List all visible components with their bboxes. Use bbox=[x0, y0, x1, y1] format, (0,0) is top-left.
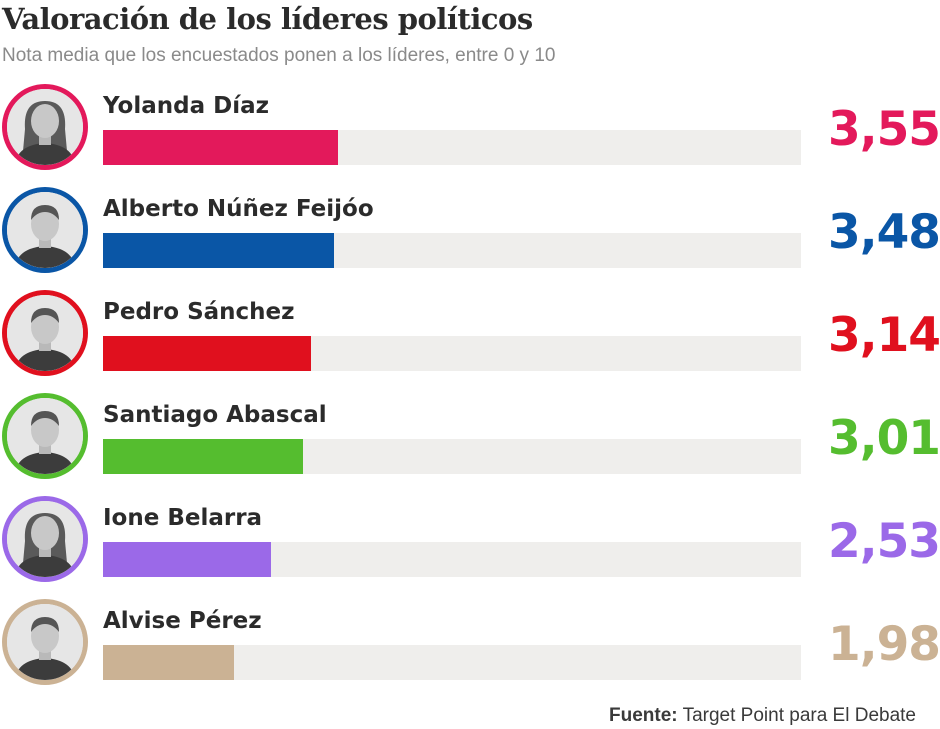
category-label: Pedro Sánchez bbox=[103, 299, 295, 325]
bar-row: Alberto Núñez Feijóo 3,48 bbox=[0, 185, 940, 288]
data-label: 3,55 bbox=[828, 102, 940, 157]
source-note: Fuente: Target Point para El Debate bbox=[609, 705, 916, 727]
category-label: Alvise Pérez bbox=[103, 608, 262, 634]
category-label: Alberto Núñez Feijóo bbox=[103, 196, 374, 222]
bar bbox=[103, 130, 338, 165]
data-label: 3,14 bbox=[828, 308, 940, 363]
bar-row: Ione Belarra 2,53 bbox=[0, 494, 940, 597]
bar-track bbox=[103, 542, 801, 577]
leader-portrait-icon bbox=[2, 84, 88, 170]
category-label: Yolanda Díaz bbox=[103, 93, 269, 119]
leader-portrait-icon bbox=[2, 599, 88, 685]
bar bbox=[103, 233, 334, 268]
bar-row: Yolanda Díaz 3,55 bbox=[0, 82, 940, 185]
bar-track bbox=[103, 645, 801, 680]
bar-row: Alvise Pérez 1,98 bbox=[0, 597, 940, 700]
category-label: Ione Belarra bbox=[103, 505, 263, 531]
bar-row: Pedro Sánchez 3,14 bbox=[0, 288, 940, 391]
bar bbox=[103, 542, 271, 577]
chart-subtitle: Nota media que los encuestados ponen a l… bbox=[2, 45, 556, 66]
bar-track bbox=[103, 336, 801, 371]
bar bbox=[103, 439, 303, 474]
data-label: 2,53 bbox=[828, 514, 940, 569]
leader-portrait-icon bbox=[2, 393, 88, 479]
data-label: 3,01 bbox=[828, 411, 940, 466]
source-text: Target Point para El Debate bbox=[682, 705, 916, 726]
leader-portrait-icon bbox=[2, 496, 88, 582]
bar-track bbox=[103, 439, 801, 474]
source-label: Fuente: bbox=[609, 705, 678, 726]
leader-portrait-icon bbox=[2, 187, 88, 273]
bar-track bbox=[103, 233, 801, 268]
bar-track bbox=[103, 130, 801, 165]
data-label: 3,48 bbox=[828, 205, 940, 260]
bar bbox=[103, 645, 234, 680]
bar-rows: Yolanda Díaz 3,55 Alberto Núñez Feijóo 3,48… bbox=[0, 82, 940, 700]
category-label: Santiago Abascal bbox=[103, 402, 327, 428]
bar-row: Santiago Abascal 3,01 bbox=[0, 391, 940, 494]
leader-portrait-icon bbox=[2, 290, 88, 376]
bar bbox=[103, 336, 311, 371]
chart-title: Valoración de los líderes políticos bbox=[2, 2, 533, 36]
data-label: 1,98 bbox=[828, 617, 940, 672]
